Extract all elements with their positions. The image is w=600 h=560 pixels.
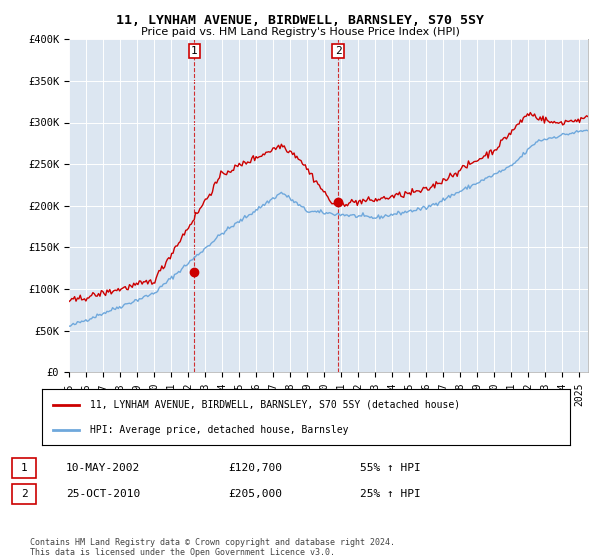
- Text: 11, LYNHAM AVENUE, BIRDWELL, BARNSLEY, S70 5SY (detached house): 11, LYNHAM AVENUE, BIRDWELL, BARNSLEY, S…: [89, 400, 460, 410]
- Text: 1: 1: [191, 46, 197, 56]
- Text: 2: 2: [20, 489, 28, 499]
- Text: £205,000: £205,000: [228, 489, 282, 499]
- Text: 25% ↑ HPI: 25% ↑ HPI: [360, 489, 421, 499]
- Text: Contains HM Land Registry data © Crown copyright and database right 2024.
This d: Contains HM Land Registry data © Crown c…: [30, 538, 395, 557]
- Text: 2: 2: [335, 46, 341, 56]
- Text: Price paid vs. HM Land Registry's House Price Index (HPI): Price paid vs. HM Land Registry's House …: [140, 27, 460, 37]
- Text: £120,700: £120,700: [228, 463, 282, 473]
- Text: 10-MAY-2002: 10-MAY-2002: [66, 463, 140, 473]
- Text: 55% ↑ HPI: 55% ↑ HPI: [360, 463, 421, 473]
- Text: HPI: Average price, detached house, Barnsley: HPI: Average price, detached house, Barn…: [89, 424, 348, 435]
- Text: 25-OCT-2010: 25-OCT-2010: [66, 489, 140, 499]
- Text: 1: 1: [20, 463, 28, 473]
- Text: 11, LYNHAM AVENUE, BIRDWELL, BARNSLEY, S70 5SY: 11, LYNHAM AVENUE, BIRDWELL, BARNSLEY, S…: [116, 14, 484, 27]
